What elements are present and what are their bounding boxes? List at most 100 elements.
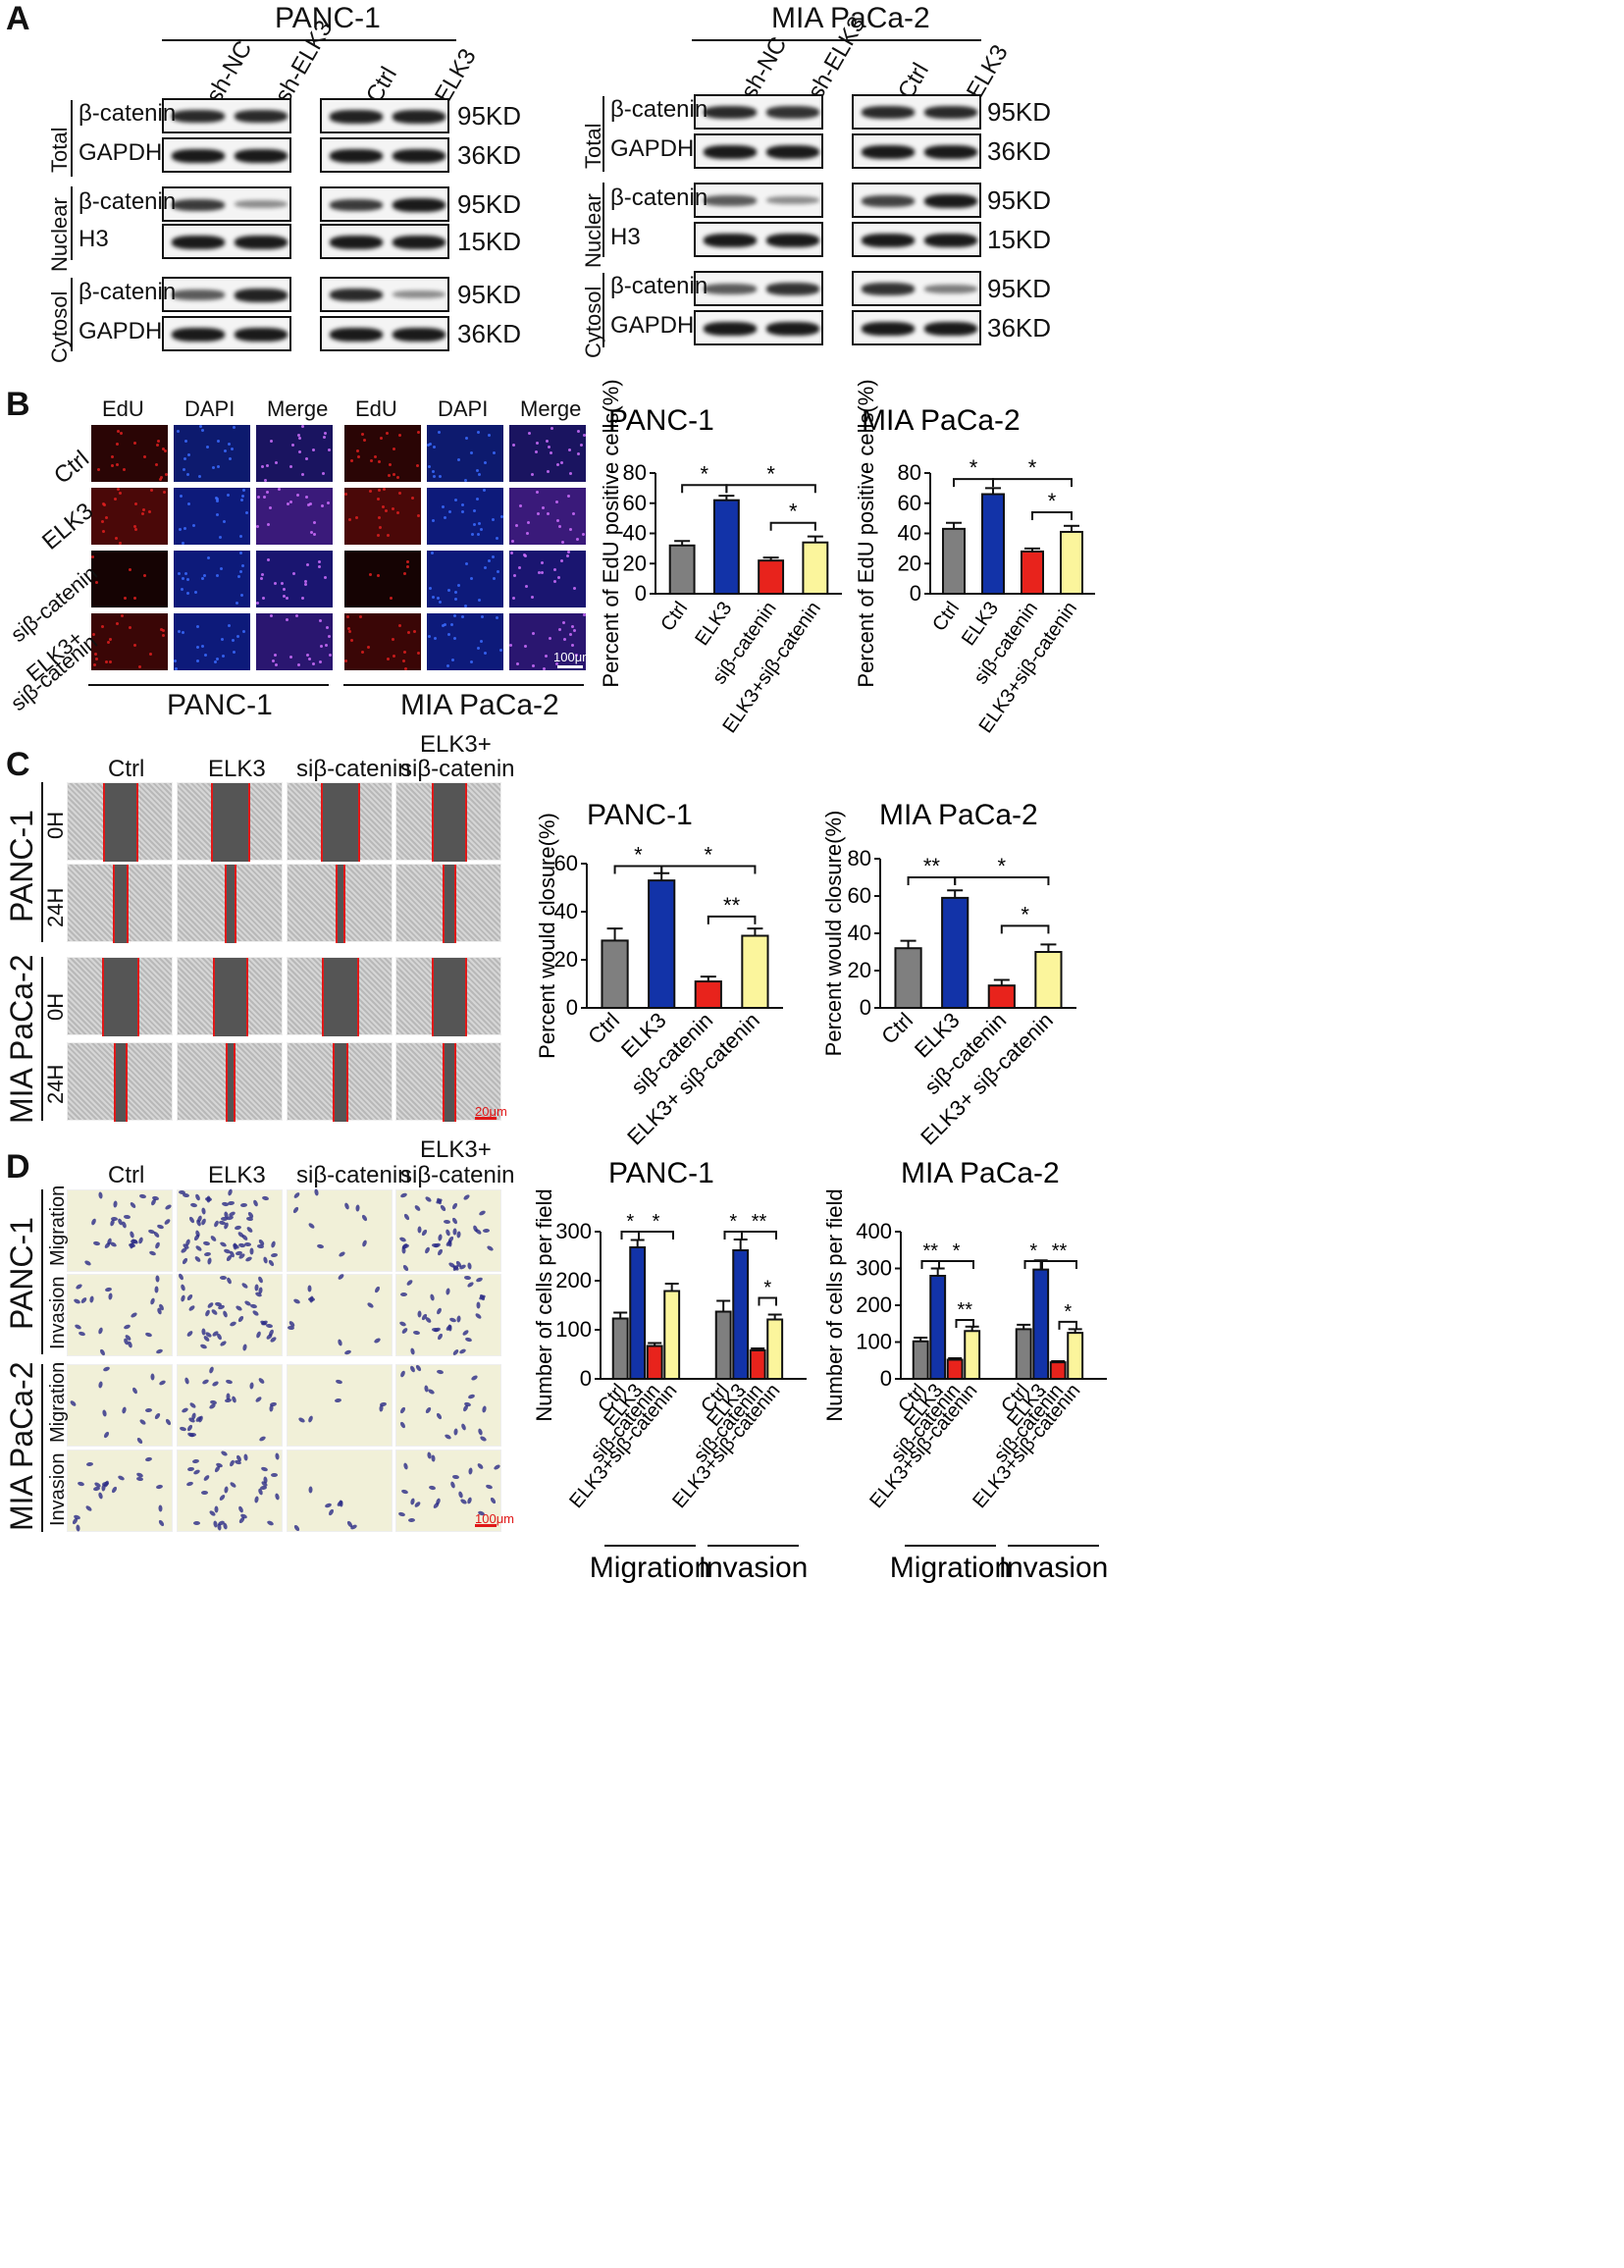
cell-nucleus (242, 630, 245, 633)
stained-cell (479, 1435, 488, 1443)
cell-nucleus (256, 602, 259, 605)
fluorescence-image (343, 550, 422, 608)
cell-line-label: PANC-1 (4, 810, 39, 923)
stained-cell (436, 1369, 445, 1375)
cell-nucleus (256, 525, 259, 528)
cell-nucleus (162, 629, 165, 632)
significance-bracket (681, 484, 728, 494)
cell-nucleus (446, 664, 449, 667)
stained-cell (343, 1202, 350, 1210)
stained-cell (412, 1330, 421, 1336)
stained-cell (181, 1256, 189, 1266)
cell-nucleus (267, 523, 270, 526)
blot-band (924, 234, 977, 247)
bar (712, 499, 740, 595)
cell-nucleus (572, 512, 575, 515)
cell-nucleus (224, 449, 227, 452)
blot-strip (320, 98, 449, 133)
bar (714, 1310, 732, 1380)
wound-edge (248, 783, 250, 862)
cell-nucleus (133, 597, 136, 600)
transwell-image (177, 1188, 283, 1272)
stained-cell (178, 1272, 184, 1282)
stained-cell (461, 1329, 470, 1337)
stained-cell (407, 1517, 416, 1523)
stained-cell (164, 1417, 173, 1427)
stain-label: DAPI (184, 396, 236, 421)
blot-strip (694, 222, 823, 257)
y-tick-label: 60 (623, 491, 647, 515)
y-tick-label: 0 (635, 581, 647, 606)
cell-nucleus (186, 592, 189, 595)
cell-nucleus (461, 510, 464, 513)
stained-cell (121, 1221, 128, 1229)
y-tick-label: 200 (856, 1292, 892, 1317)
stained-cell (206, 1301, 215, 1309)
bar (611, 1317, 629, 1380)
cell-nucleus (417, 431, 420, 434)
cell-nucleus (471, 533, 474, 536)
cell-nucleus (329, 654, 332, 657)
stained-cell (463, 1275, 472, 1281)
stained-cell (138, 1193, 147, 1199)
significance-label: ** (923, 854, 941, 878)
blot-strip (694, 183, 823, 218)
blot-band (235, 200, 288, 209)
stained-cell (337, 1339, 343, 1346)
cell-nucleus (379, 526, 382, 529)
category-label: siβ-catenin (708, 598, 781, 688)
panel-b-mia-rule (343, 684, 584, 686)
stained-cell (481, 1405, 488, 1413)
cell-nucleus (406, 565, 409, 568)
category-label: ELK3+siβ-catenin (718, 598, 824, 737)
stained-cell (193, 1521, 200, 1525)
cell-nucleus (264, 479, 267, 482)
stained-cell (257, 1377, 266, 1385)
stained-cell (97, 1492, 104, 1500)
cell-nucleus (236, 602, 238, 605)
stained-cell (150, 1197, 157, 1207)
stained-cell (199, 1343, 208, 1350)
wound-edge (225, 865, 227, 943)
stained-cell (123, 1323, 131, 1331)
category-label: ELK3 (616, 1008, 671, 1063)
wound-gap (323, 958, 358, 1036)
cell-nucleus (492, 555, 495, 558)
bar (758, 559, 785, 595)
cell-nucleus (575, 654, 578, 657)
stained-cell (457, 1491, 464, 1499)
cell-nucleus (217, 440, 220, 443)
cell-nucleus (196, 659, 199, 662)
cell-nucleus (184, 572, 187, 575)
fluorescence-image (255, 550, 334, 608)
stained-cell (97, 1191, 104, 1199)
size-label: 36KD (457, 140, 522, 170)
cell-nucleus (523, 554, 526, 556)
cell-nucleus (454, 598, 457, 601)
cell-nucleus (216, 500, 219, 502)
y-tick-label: 80 (898, 460, 921, 485)
significance-label: * (766, 461, 775, 486)
cell-nucleus (260, 577, 263, 580)
category-label: ELK3 (703, 1380, 750, 1431)
transwell-image (177, 1272, 283, 1356)
bar (987, 984, 1016, 1010)
cell-nucleus (557, 576, 560, 579)
cell-nucleus (359, 615, 362, 618)
blot-band (862, 283, 915, 296)
stained-cell (224, 1398, 233, 1403)
cell-nucleus (432, 470, 435, 473)
cell-nucleus (124, 597, 127, 600)
blot-strip (162, 137, 291, 173)
stained-cell (149, 1297, 156, 1305)
stained-cell (144, 1332, 153, 1338)
category-label: ELK3 (958, 598, 1003, 650)
cell-nucleus (295, 614, 298, 617)
cell-nucleus (318, 565, 321, 568)
fluorescence-image (426, 424, 504, 483)
stained-cell (85, 1461, 94, 1467)
cell-nucleus (97, 468, 100, 471)
wound-gap (114, 865, 128, 943)
category-label: siβ-catenin (587, 1380, 664, 1467)
cell-nucleus (454, 499, 457, 501)
